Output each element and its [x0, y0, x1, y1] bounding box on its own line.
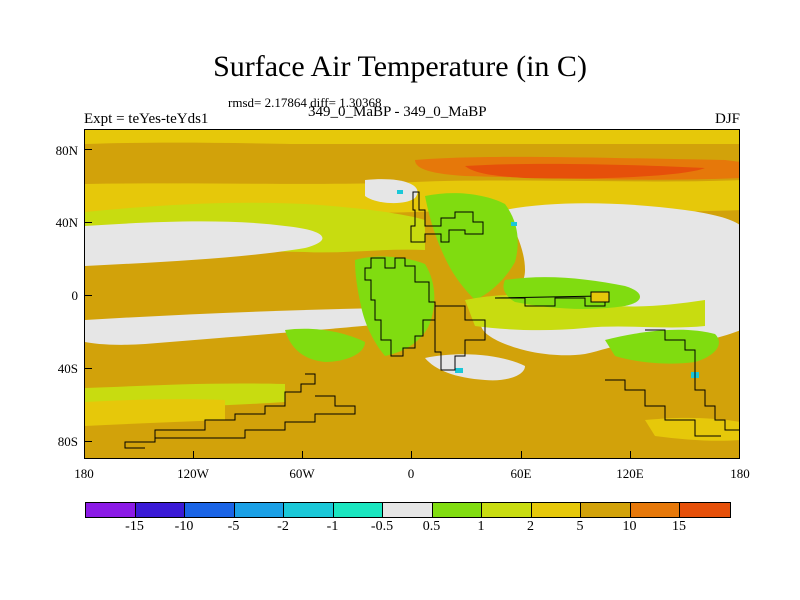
colorbar-box [432, 503, 482, 517]
southern-africa-grey [425, 354, 525, 381]
south-america-coastline [364, 257, 436, 357]
y-tick-0: 0 [71, 288, 79, 303]
map-plot-area [84, 129, 740, 459]
antarctic-west-coastline [124, 373, 316, 449]
rmsd-diff-stats: rmsd= 2.17864 diff= 1.30368 [228, 95, 382, 110]
colorbar-label: 0.5 [422, 519, 441, 534]
colorbar-label: 5 [576, 519, 584, 534]
colorbar [85, 502, 731, 518]
y-tickmark [84, 295, 92, 296]
x-tickmark [411, 451, 412, 459]
temperature-map [85, 130, 739, 458]
period-label: 349_0_MaBP - 349_0_MaBP [308, 104, 487, 120]
y-tickmark [84, 149, 92, 150]
colorbar-box [383, 503, 433, 517]
x-tickmark [521, 451, 522, 459]
colorbar-box [234, 503, 284, 517]
y-tick-80s: 80S [57, 434, 78, 449]
small-island [590, 291, 610, 303]
colorbar-label: 10 [622, 519, 637, 534]
y-tickmark [84, 441, 92, 442]
colorbar-box [482, 503, 532, 517]
north-pacific-grey [85, 221, 323, 266]
map-title: Surface Air Temperature (in C) [213, 50, 587, 83]
x-tickmark [630, 451, 631, 459]
coastlines [124, 191, 739, 449]
x-tick-60w: 60W [289, 466, 315, 481]
cyan-spot-2 [511, 222, 517, 226]
south-pacific-green [285, 328, 365, 362]
south-gold-band [85, 399, 225, 426]
colorbar-box [135, 503, 185, 517]
colorbar-box [333, 503, 383, 517]
colorbar-label: -2 [277, 519, 289, 534]
x-tick-0: 0 [407, 466, 415, 481]
antarctic-east-coastline [645, 329, 739, 431]
colorbar-box [185, 503, 235, 517]
y-tick-80n: 80N [55, 143, 78, 158]
australia-green [605, 329, 719, 364]
colorbar-box [284, 503, 334, 517]
europe-coastline [410, 191, 484, 243]
colorbar-label: -1 [326, 519, 339, 534]
season-label: DJF [714, 111, 740, 127]
colorbar-box [581, 503, 631, 517]
colorbar-box [86, 503, 136, 517]
tropical-pacific-grey [85, 308, 423, 345]
africa-coastline [434, 305, 486, 371]
antarctic-gold-patch [645, 417, 739, 441]
y-tick-40n: 40N [55, 215, 78, 230]
cyan-spot-3 [455, 368, 463, 373]
experiment-label: Expt = teYes-teYds1 [84, 111, 209, 127]
x-tick-180w: 180 [74, 466, 94, 481]
colorbar-box [531, 503, 581, 517]
x-tickmark [193, 451, 194, 459]
x-tick-120w: 120W [177, 466, 209, 481]
antarctic-southern-coastline [605, 379, 721, 437]
y-tickmark [84, 368, 92, 369]
x-tick-180e: 180 [730, 466, 750, 481]
colorbar-label: 1 [477, 519, 485, 534]
y-tick-40s: 40S [57, 361, 78, 376]
north-atlantic-grey [365, 179, 418, 204]
colorbar-label: -15 [125, 519, 144, 534]
x-tick-60e: 60E [510, 466, 532, 481]
africa-green [425, 193, 518, 300]
x-tick-120e: 120E [616, 466, 644, 481]
colorbar-label: 2 [527, 519, 534, 534]
antarctic-inner-coastline [155, 395, 356, 439]
colorbar-label: 15 [672, 519, 686, 534]
x-tickmark [302, 451, 303, 459]
cyan-spot-1 [397, 190, 403, 194]
colorbar-label: -5 [227, 519, 240, 534]
north-red-patch [465, 163, 705, 179]
colorbar-label: -0.5 [370, 519, 394, 534]
colorbar-box [680, 503, 730, 517]
colorbar-label: -10 [174, 519, 194, 534]
colorbar-box [630, 503, 680, 517]
y-tickmark [84, 222, 92, 223]
arctic-gold-band [85, 130, 739, 144]
